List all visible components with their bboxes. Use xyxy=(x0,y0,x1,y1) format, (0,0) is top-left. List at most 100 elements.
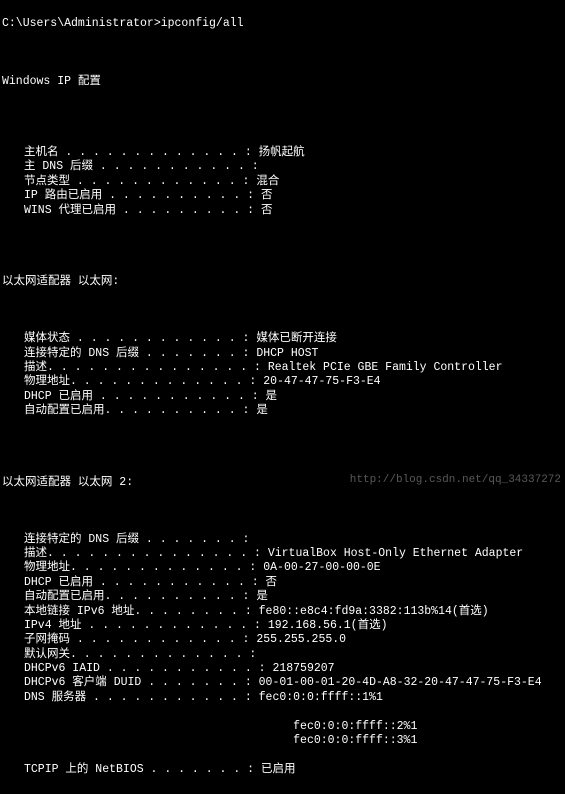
config-label: 主机名 xyxy=(24,146,59,159)
config-row: 媒体状态 . . . . . . . . . . . . : 媒体已断开连接 xyxy=(2,332,563,346)
config-value: fec0:0:0:ffff::1%1 xyxy=(259,691,383,704)
config-label: DHCPv6 IAID xyxy=(24,662,100,675)
dots-separator: . . . . . . . . . . . . : xyxy=(77,648,263,661)
dns-extra-row: fec0:0:0:ffff::3%1 xyxy=(2,734,563,748)
config-row: IP 路由已启用 . . . . . . . . . . : 否 xyxy=(2,189,563,203)
config-label: 物理地址. xyxy=(24,561,77,574)
dots-separator: . . . . . . . : xyxy=(141,605,258,618)
config-row: 默认网关. . . . . . . . . . . . . : xyxy=(2,648,563,662)
dots-separator: . . . . . . . . . . . . . . : xyxy=(54,547,268,560)
config-value: DHCP HOST xyxy=(256,347,318,360)
config-label: 默认网关. xyxy=(24,648,77,661)
config-row: 主 DNS 后缀 . . . . . . . . . . . : xyxy=(2,160,563,174)
config-value: 媒体已断开连接 xyxy=(256,332,337,345)
config-label: DHCPv6 客户端 DUID xyxy=(24,676,141,689)
config-label: DHCP 已启用 xyxy=(24,576,93,589)
config-label: 自动配置已启用. xyxy=(24,590,111,603)
config-row: 主机名 . . . . . . . . . . . . . : 扬帆起航 xyxy=(2,146,563,160)
config-row: 物理地址. . . . . . . . . . . . . : 0A-00-27… xyxy=(2,561,563,575)
config-value: 扬帆起航 xyxy=(259,146,305,159)
config-row: 自动配置已启用. . . . . . . . . . : 是 xyxy=(2,404,563,418)
config-label: 物理地址. xyxy=(24,375,77,388)
blank-line xyxy=(2,103,563,117)
config-value: 否 xyxy=(261,204,273,217)
command-prompt: C:\Users\Administrator>ipconfig/all xyxy=(2,17,563,31)
dots-separator: . . . . . . . . . . . . : xyxy=(70,633,256,646)
adapter1-title: 以太网适配器 以太网: xyxy=(2,275,563,289)
config-value: 0A-00-27-00-00-0E xyxy=(263,561,380,574)
config-row: 描述. . . . . . . . . . . . . . . : Virtua… xyxy=(2,547,563,561)
config-value: 192.168.56.1(首选) xyxy=(268,619,388,632)
config-value: 混合 xyxy=(256,175,279,188)
config-row: 连接特定的 DNS 后缀 . . . . . . . : DHCP HOST xyxy=(2,347,563,361)
config-row: 本地链接 IPv6 地址. . . . . . . . : fe80::e8c4… xyxy=(2,605,563,619)
config-label: IP 路由已启用 xyxy=(24,189,102,202)
config-label: 媒体状态 xyxy=(24,332,70,345)
config-row: DHCP 已启用 . . . . . . . . . . . : 是 xyxy=(2,390,563,404)
config-row: DHCP 已启用 . . . . . . . . . . . : 否 xyxy=(2,576,563,590)
adapter2-title: 以太网适配器 以太网 2: xyxy=(2,476,563,490)
ipconfig-header: Windows IP 配置 xyxy=(2,75,563,89)
config-label: WINS 代理已启用 xyxy=(24,204,116,217)
config-row: 物理地址. . . . . . . . . . . . . : 20-47-47… xyxy=(2,375,563,389)
config-value: 20-47-47-75-F3-E4 xyxy=(263,375,380,388)
config-label: 本地链接 IPv6 地址. xyxy=(24,605,141,618)
blank-line xyxy=(2,304,563,318)
config-value: VirtualBox Host-Only Ethernet Adapter xyxy=(268,547,523,560)
config-value: 00-01-00-01-20-4D-A8-32-20-47-47-75-F3-E… xyxy=(259,676,542,689)
dots-separator: . . . . . . . . . : xyxy=(111,404,256,417)
dots-separator: . . . . . . . . . . . . : xyxy=(77,561,263,574)
dots-separator: . . . . . . . . . . . : xyxy=(86,691,259,704)
config-row: 描述. . . . . . . . . . . . . . . : Realte… xyxy=(2,361,563,375)
terminal-output: C:\Users\Administrator>ipconfig/all Wind… xyxy=(0,0,565,794)
config-row: 自动配置已启用. . . . . . . . . . : 是 xyxy=(2,590,563,604)
dots-separator: . . . . . . . . . . . : xyxy=(93,576,266,589)
config-row: DHCPv6 IAID . . . . . . . . . . . : 2187… xyxy=(2,662,563,676)
dots-separator: . . . . . . . . . . . . . : xyxy=(59,146,259,159)
blank-line xyxy=(2,232,563,246)
blank-line xyxy=(2,433,563,447)
config-value: 是 xyxy=(266,390,278,403)
config-label: TCPIP 上的 NetBIOS xyxy=(24,763,144,776)
dots-separator: . . . . . . . : xyxy=(141,676,258,689)
dots-separator: . . . . . . . . . . . . : xyxy=(70,332,256,345)
config-value: Realtek PCIe GBE Family Controller xyxy=(268,361,503,374)
config-value: fe80::e8c4:fd9a:3382:113b%14(首选) xyxy=(259,605,489,618)
config-label: DNS 服务器 xyxy=(24,691,86,704)
dots-separator: . . . . . . . . . . . : xyxy=(93,160,266,173)
config-value: 是 xyxy=(256,590,268,603)
config-label: 子网掩码 xyxy=(24,633,70,646)
dots-separator: . . . . . . . . . : xyxy=(111,590,256,603)
config-label: 自动配置已启用. xyxy=(24,404,111,417)
config-row: WINS 代理已启用 . . . . . . . . . : 否 xyxy=(2,204,563,218)
config-label: 节点类型 xyxy=(24,175,70,188)
config-label: 描述. xyxy=(24,547,54,560)
dns-extra-row: fec0:0:0:ffff::2%1 xyxy=(2,720,563,734)
config-label: DHCP 已启用 xyxy=(24,390,93,403)
netbios-row: TCPIP 上的 NetBIOS . . . . . . . : 已启用 xyxy=(2,763,563,777)
dots-separator: . . . . . . . . . . . . : xyxy=(82,619,268,632)
config-value: 255.255.255.0 xyxy=(256,633,346,646)
dots-separator: . . . . . . . . . . . . : xyxy=(77,375,263,388)
dots-separator: . . . . . . . . . . : xyxy=(102,189,261,202)
blank-line xyxy=(2,46,563,60)
config-value: 否 xyxy=(266,576,278,589)
dots-separator: . . . . . . . . . : xyxy=(116,204,261,217)
config-label: IPv4 地址 xyxy=(24,619,82,632)
config-label: 连接特定的 DNS 后缀 xyxy=(24,533,139,546)
config-row: 子网掩码 . . . . . . . . . . . . : 255.255.2… xyxy=(2,633,563,647)
config-row: 连接特定的 DNS 后缀 . . . . . . . : xyxy=(2,533,563,547)
dots-separator: . . . . . . . . . . . . : xyxy=(70,175,256,188)
dots-separator: . . . . . . . : xyxy=(139,533,256,546)
dots-separator: . . . . . . . . . . . : xyxy=(100,662,273,675)
dots-separator: . . . . . . . : xyxy=(144,763,261,776)
config-row: DNS 服务器 . . . . . . . . . . . : fec0:0:0… xyxy=(2,691,563,705)
dots-separator: . . . . . . . . . . . : xyxy=(93,390,266,403)
dots-separator: . . . . . . . : xyxy=(139,347,256,360)
config-value: 已启用 xyxy=(261,763,296,776)
config-label: 主 DNS 后缀 xyxy=(24,160,93,173)
config-value: 否 xyxy=(261,189,273,202)
config-value: 218759207 xyxy=(272,662,334,675)
config-row: DHCPv6 客户端 DUID . . . . . . . : 00-01-00… xyxy=(2,676,563,690)
config-row: 节点类型 . . . . . . . . . . . . : 混合 xyxy=(2,175,563,189)
